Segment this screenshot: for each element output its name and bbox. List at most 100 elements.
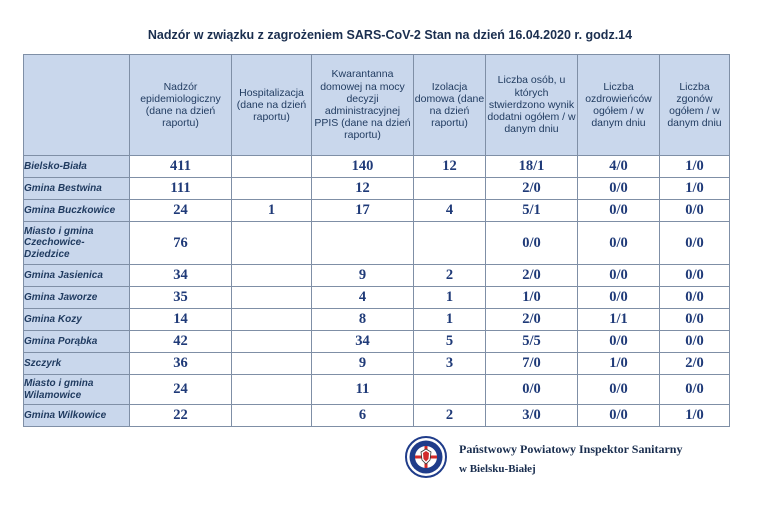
- header-nadzor: Nadzór epidemiologiczny (dane na dzień r…: [129, 54, 232, 156]
- cell-nadzor: 24: [129, 199, 232, 222]
- cell-zgony: 0/0: [659, 221, 730, 265]
- cell-izolacja: 1: [413, 286, 486, 309]
- cell-izolacja: 2: [413, 264, 486, 287]
- surveillance-table: Nadzór epidemiologiczny (dane na dzień r…: [23, 54, 730, 427]
- cell-ozdrowiency: 0/0: [577, 404, 660, 427]
- cell-kwarantanna: 4: [311, 286, 414, 309]
- table-row: Gmina Jasienica 34 9 2 2/0 0/0 0/0: [23, 264, 730, 287]
- cell-nadzor: 36: [129, 352, 232, 375]
- cell-ozdrowiency: 1/1: [577, 308, 660, 331]
- cell-wynik-dodatni: 2/0: [485, 308, 578, 331]
- cell-zgony: 0/0: [659, 308, 730, 331]
- table-row: Miasto i gmina Czechowice-Dziedzice 76 0/0…: [23, 221, 730, 265]
- cell-nadzor: 34: [129, 264, 232, 287]
- cell-izolacja: 2: [413, 404, 486, 427]
- row-name: Gmina Wilkowice: [23, 404, 130, 427]
- row-name: Gmina Porąbka: [23, 330, 130, 353]
- cell-izolacja: [413, 374, 486, 405]
- cell-kwarantanna: 11: [311, 374, 414, 405]
- cell-wynik-dodatni: 5/5: [485, 330, 578, 353]
- cell-hospitalizacja: 1: [231, 199, 312, 222]
- cell-nadzor: 42: [129, 330, 232, 353]
- cell-hospitalizacja: [231, 352, 312, 375]
- cell-nadzor: 411: [129, 155, 232, 178]
- cell-wynik-dodatni: 0/0: [485, 221, 578, 265]
- footer-signature: Państwowy Powiatowy Inspektor Sanitarny …: [405, 436, 705, 480]
- cell-kwarantanna: 12: [311, 177, 414, 200]
- cell-wynik-dodatni: 0/0: [485, 374, 578, 405]
- table-row: Gmina Kozy 14 8 1 2/0 1/1 0/0: [23, 308, 730, 331]
- row-name: Miasto i gmina Wilamowice: [23, 374, 130, 405]
- header-izolacja: Izolacja domowa (dane na dzień raportu): [413, 54, 486, 156]
- cell-zgony: 0/0: [659, 374, 730, 405]
- cell-hospitalizacja: [231, 264, 312, 287]
- header-hospitalizacja: Hospitalizacja (dane na dzień raportu): [231, 54, 312, 156]
- cell-nadzor: 35: [129, 286, 232, 309]
- header-row: Nadzór epidemiologiczny (dane na dzień r…: [23, 54, 730, 156]
- inspector-city: w Bielsku-Białej: [459, 463, 536, 475]
- header-ozdrowiency: Liczba ozdrowieńców ogółem / w danym dni…: [577, 54, 660, 156]
- cell-zgony: 0/0: [659, 264, 730, 287]
- cell-ozdrowiency: 1/0: [577, 352, 660, 375]
- cell-zgony: 1/0: [659, 155, 730, 178]
- cell-hospitalizacja: [231, 221, 312, 265]
- cell-nadzor: 76: [129, 221, 232, 265]
- table-row: Bielsko-Biała 411 140 12 18/1 4/0 1/0: [23, 155, 730, 178]
- cell-wynik-dodatni: 7/0: [485, 352, 578, 375]
- cell-zgony: 1/0: [659, 404, 730, 427]
- row-name: Miasto i gmina Czechowice-Dziedzice: [23, 221, 130, 265]
- header-wynik-dodatni: Liczba osób, u których stwierdzono wynik…: [485, 54, 578, 156]
- cell-hospitalizacja: [231, 308, 312, 331]
- cell-nadzor: 22: [129, 404, 232, 427]
- cell-kwarantanna: 140: [311, 155, 414, 178]
- cell-izolacja: [413, 177, 486, 200]
- cell-izolacja: 5: [413, 330, 486, 353]
- cell-wynik-dodatni: 2/0: [485, 264, 578, 287]
- row-name: Gmina Bestwina: [23, 177, 130, 200]
- row-name: Szczyrk: [23, 352, 130, 375]
- cell-nadzor: 24: [129, 374, 232, 405]
- cell-ozdrowiency: 0/0: [577, 330, 660, 353]
- cell-zgony: 2/0: [659, 352, 730, 375]
- cell-wynik-dodatni: 5/1: [485, 199, 578, 222]
- cell-kwarantanna: 9: [311, 352, 414, 375]
- cell-kwarantanna: 9: [311, 264, 414, 287]
- cell-izolacja: 12: [413, 155, 486, 178]
- sanepid-eagle-seal-icon: [405, 436, 447, 478]
- table-row: Gmina Wilkowice 22 6 2 3/0 0/0 1/0: [23, 404, 730, 427]
- cell-zgony: 0/0: [659, 286, 730, 309]
- cell-kwarantanna: 8: [311, 308, 414, 331]
- cell-kwarantanna: 6: [311, 404, 414, 427]
- row-name: Gmina Kozy: [23, 308, 130, 331]
- cell-wynik-dodatni: 3/0: [485, 404, 578, 427]
- table-row: Gmina Porąbka 42 34 5 5/5 0/0 0/0: [23, 330, 730, 353]
- cell-ozdrowiency: 0/0: [577, 221, 660, 265]
- cell-ozdrowiency: 0/0: [577, 177, 660, 200]
- cell-hospitalizacja: [231, 286, 312, 309]
- cell-ozdrowiency: 0/0: [577, 374, 660, 405]
- header-kwarantanna: Kwarantanna domowej na mocy decyzji admi…: [311, 54, 414, 156]
- row-name: Gmina Buczkowice: [23, 199, 130, 222]
- cell-zgony: 0/0: [659, 330, 730, 353]
- row-name: Gmina Jasienica: [23, 264, 130, 287]
- row-name: Gmina Jaworze: [23, 286, 130, 309]
- cell-izolacja: 4: [413, 199, 486, 222]
- cell-ozdrowiency: 0/0: [577, 264, 660, 287]
- cell-kwarantanna: 34: [311, 330, 414, 353]
- cell-izolacja: 3: [413, 352, 486, 375]
- cell-hospitalizacja: [231, 374, 312, 405]
- cell-izolacja: 1: [413, 308, 486, 331]
- cell-zgony: 1/0: [659, 177, 730, 200]
- table-row: Gmina Bestwina 111 12 2/0 0/0 1/0: [23, 177, 730, 200]
- row-name: Bielsko-Biała: [23, 155, 130, 178]
- document-title: Nadzór w związku z zagrożeniem SARS-CoV-…: [147, 28, 633, 42]
- cell-kwarantanna: 17: [311, 199, 414, 222]
- cell-nadzor: 14: [129, 308, 232, 331]
- inspector-name: Państwowy Powiatowy Inspektor Sanitarny: [459, 442, 683, 456]
- cell-ozdrowiency: 0/0: [577, 286, 660, 309]
- cell-hospitalizacja: [231, 177, 312, 200]
- cell-zgony: 0/0: [659, 199, 730, 222]
- cell-wynik-dodatni: 2/0: [485, 177, 578, 200]
- cell-hospitalizacja: [231, 155, 312, 178]
- header-corner: [23, 54, 130, 156]
